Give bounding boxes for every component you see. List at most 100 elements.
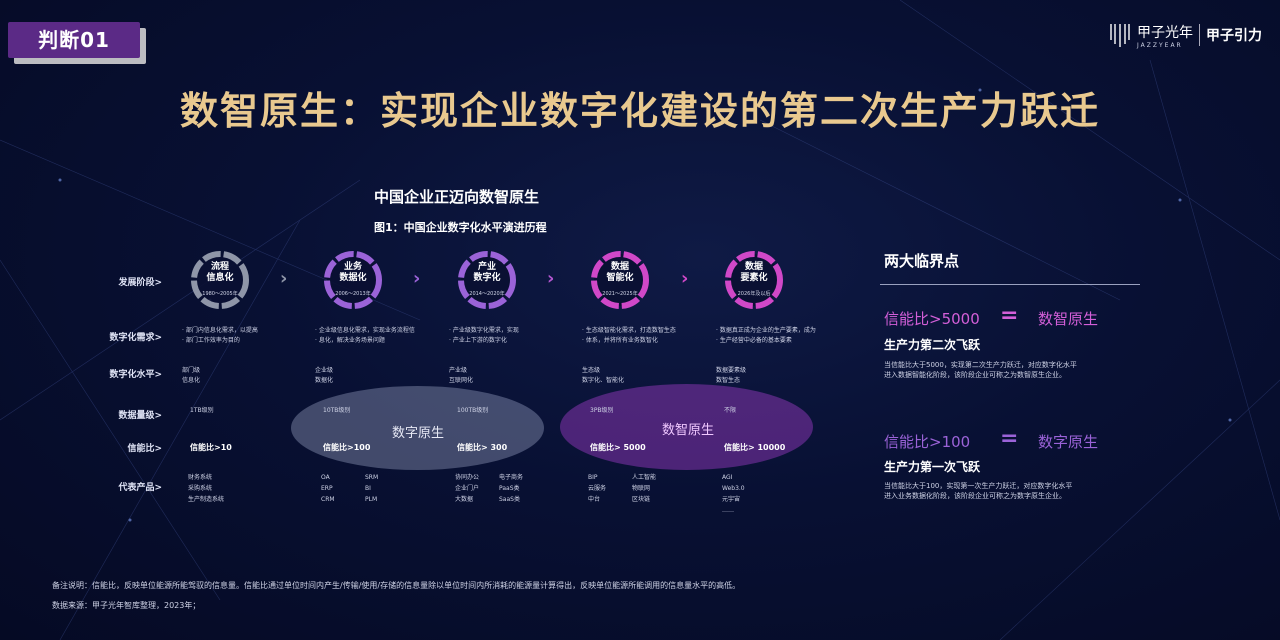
stage-name-line2: 智能化 [606, 273, 634, 283]
logo-name-cn: 甲子光年 [1137, 24, 1193, 41]
stage-product: OA [321, 474, 330, 481]
stage-ring-icon [458, 251, 516, 309]
section-tag: 判断01 [8, 22, 140, 58]
stage-name-line1: 数据 [744, 262, 763, 272]
stage-ring-icon [725, 251, 783, 309]
stage-name-line2: 数据化 [339, 273, 367, 283]
row-label-ratio: 信能比> [127, 444, 162, 454]
stage-product: Web3.0 [722, 485, 745, 492]
stage-ratio: 信能比> 5000 [590, 443, 646, 452]
stage-ring-icon [191, 251, 249, 309]
stage-product: SRM [365, 474, 379, 481]
point2-left: 信能比>100 [884, 433, 971, 451]
point2-desc-line: 进入业务数据化阶段，该阶段企业可称之为数字原生企业。 [884, 492, 1066, 500]
row-label-need: 数字化需求> [109, 333, 162, 343]
stage-level-line: 数智生态 [716, 377, 741, 384]
point1-desc: 当信能比大于5000，实现第二次生产力跃迁，对应数字化水平 进入数据智能化阶段，… [884, 360, 1124, 380]
stage-name-line2: 信息化 [206, 273, 234, 283]
point1-desc-line: 当信能比大于5000，实现第二次生产力跃迁，对应数字化水平 [884, 361, 1077, 369]
stage-volume: 1TB级别 [190, 407, 214, 414]
row-label-stage: 发展阶段> [118, 278, 162, 288]
stage-level: 数据要素级 数智生态 [716, 366, 746, 386]
stage-product: 人工智能 [632, 474, 657, 481]
logo-brand2: 甲子引力 [1206, 28, 1262, 44]
stage-volume: 不限 [724, 407, 737, 414]
stage-volume: 10TB级别 [323, 407, 351, 414]
point1-sub: 生产力第二次飞跃 [884, 338, 981, 352]
logo-text: 甲子光年 JAZZYEAR [1137, 22, 1193, 49]
stage-level: 产业级 互联网化 [449, 366, 473, 386]
stage-need-line: · 生产经营中必备的基本要素 [716, 337, 792, 344]
stage-product: 云服务 [588, 485, 607, 492]
stage-name-line1: 产业 [477, 262, 496, 272]
stage-need: · 企业级信息化需求，实现业务流程信 · 息化，解决业务场景问题 [315, 326, 415, 346]
stage-product: 生产制造系统 [188, 496, 225, 503]
side-title: 两大临界点 [884, 252, 960, 270]
stage-product: 大数据 [455, 496, 474, 503]
intelligent-native-ellipse [560, 384, 813, 470]
stage-level-line: 信息化 [182, 377, 201, 384]
data-source: 数据来源：甲子光年智库整理，2023年； [52, 601, 201, 610]
stage-need-line: · 产业级数字化需求，实现 [449, 327, 519, 334]
stage-arrow-icon: › [413, 268, 421, 289]
stage-need-line: · 部门内信息化需求，以提高 [182, 327, 258, 334]
digital-native-label: 数字原生 [392, 426, 445, 441]
stage-years: 1980～2005年 [202, 291, 238, 297]
row-label-products: 代表产品> [118, 483, 162, 493]
point2-desc-line: 当信能比大于100，实现第一次生产力跃迁，对应数字化水平 [884, 482, 1073, 490]
stage-level-line: 产业级 [449, 367, 468, 374]
stage-ratio: 信能比>10 [190, 443, 232, 452]
page-title: 数智原生：实现企业数字化建设的第二次生产力跃迁 [179, 88, 1100, 133]
stage-product: 采购系统 [188, 485, 213, 492]
stage-product: 企业门户 [455, 485, 480, 492]
stage-level-line: 生态级 [582, 367, 601, 374]
stage-product: 区块链 [632, 496, 651, 503]
point2-desc: 当信能比大于100，实现第一次生产力跃迁，对应数字化水平 进入业务数据化阶段，该… [884, 481, 1124, 501]
stage-product: PaaS类 [499, 485, 520, 492]
stage-product: 电子商务 [499, 474, 524, 481]
point2-sub: 生产力第一次飞跃 [884, 460, 981, 474]
figure-title: 图1：中国企业数字化水平演进历程 [374, 221, 547, 234]
row-label-level: 数字化水平> [109, 370, 162, 380]
stage-level: 生态级 数字化、智能化 [582, 366, 624, 386]
stage-name-line2: 数字化 [473, 273, 501, 283]
stage-need-line: · 生态级智能化需求，打造数智生态 [582, 327, 676, 334]
stage-arrow-icon: › [547, 268, 555, 289]
row-label-volume: 数据量级> [118, 411, 162, 421]
point1-left: 信能比>5000 [884, 310, 980, 328]
point1-desc-line: 进入数据智能化阶段，该阶段企业可称之为数智原生企业。 [884, 371, 1066, 379]
stage-product: 中台 [588, 496, 601, 503]
stage-arrow-icon: › [280, 268, 288, 289]
stage-product: CRM [321, 496, 335, 503]
stage-need: · 部门内信息化需求，以提高 · 部门工作效率为目的 [182, 326, 258, 346]
stage-need: · 产业级数字化需求，实现 · 产业上下游的数字化 [449, 326, 519, 346]
stage-need: · 生态级智能化需求，打造数智生态 · 体系，并将所有业务数智化 [582, 326, 676, 346]
stage-years: 2021～2025年 [602, 291, 638, 297]
logo-divider [1199, 24, 1200, 46]
chart-title: 中国企业正迈向数智原生 [374, 188, 540, 206]
stage-product: 财务系统 [188, 474, 213, 481]
point1-right: 数智原生 [1038, 310, 1099, 328]
stage-need: · 数据真正成为企业的生产要素，成为 · 生产经营中必备的基本要素 [716, 326, 816, 346]
stage-ratio: 信能比> 300 [457, 443, 508, 452]
stage-product: PLM [365, 496, 378, 503]
side-divider [880, 284, 1140, 285]
stage-volume: 3PB级别 [590, 407, 614, 414]
stage-need-line: · 企业级信息化需求，实现业务流程信 [315, 327, 415, 334]
stage-product: BI [365, 485, 371, 492]
point2-equals: = [1000, 426, 1019, 451]
stage-need-line: · 数据真正成为企业的生产要素，成为 [716, 327, 816, 334]
stage-name-line1: 数据 [610, 262, 629, 272]
brand-logo: 甲子光年 JAZZYEAR 甲子引力 [1109, 20, 1262, 50]
stage-years: 2026年及以后 [737, 291, 771, 297]
stage-product: BIP [588, 474, 598, 481]
stage-level-line: 数据化 [315, 377, 334, 384]
stage-arrow-icon: › [681, 268, 689, 289]
intelligent-native-label: 数智原生 [662, 423, 715, 438]
section-tag-label: 判断01 [38, 28, 110, 52]
digital-native-ellipse [291, 386, 544, 470]
point2-right: 数字原生 [1038, 433, 1099, 451]
stage-product: SaaS类 [499, 496, 520, 503]
stage-level-line: 企业级 [315, 367, 334, 374]
stage-volume: 100TB级别 [457, 407, 489, 414]
